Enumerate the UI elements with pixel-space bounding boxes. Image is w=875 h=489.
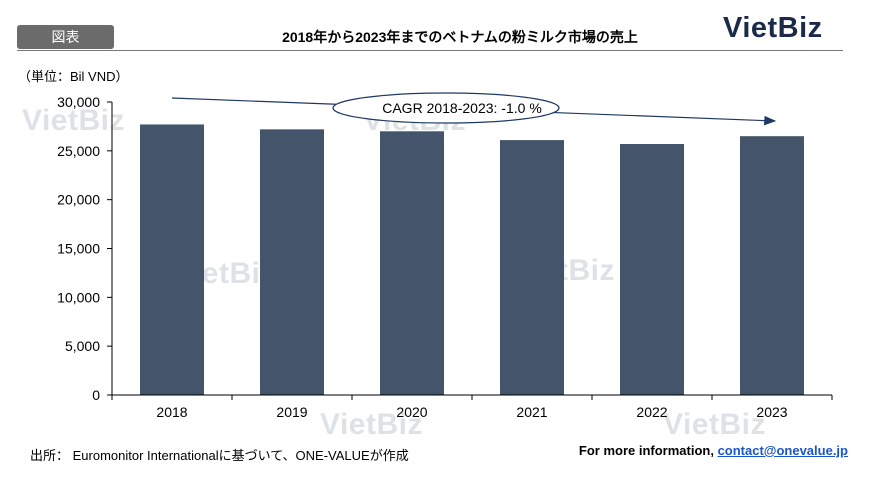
y-tick-label: 20,000 bbox=[57, 192, 100, 208]
y-tick-label: 15,000 bbox=[57, 241, 100, 257]
bar bbox=[500, 140, 564, 395]
bar bbox=[620, 143, 684, 395]
x-tick-label: 2023 bbox=[756, 404, 787, 420]
y-tick-label: 5,000 bbox=[65, 338, 100, 354]
y-tick-label: 30,000 bbox=[57, 94, 100, 110]
bar bbox=[260, 129, 324, 395]
cagr-ellipse bbox=[332, 92, 560, 124]
contact-email-link[interactable]: contact@onevalue.jp bbox=[717, 443, 848, 458]
figure-tag: 図表 bbox=[17, 25, 114, 49]
bar bbox=[380, 131, 444, 396]
source-note: 出所： Euromonitor Internationalに基づいて、ONE-V… bbox=[30, 448, 409, 463]
y-tick-label: 25,000 bbox=[57, 143, 100, 159]
x-tick-label: 2019 bbox=[276, 404, 307, 420]
bar bbox=[140, 124, 204, 396]
x-tick-label: 2018 bbox=[156, 404, 187, 420]
contact-info: For more information, contact@onevalue.j… bbox=[579, 443, 848, 458]
x-tick-label: 2022 bbox=[636, 404, 667, 420]
contact-prefix: For more information, bbox=[578, 443, 718, 458]
bar bbox=[740, 136, 804, 395]
header-divider bbox=[17, 50, 843, 51]
unit-label: （単位：Bil VND） bbox=[18, 69, 129, 84]
page-title: 2018年から2023年までのベトナムの粉ミルク市場の売上 bbox=[282, 29, 638, 45]
vietbiz-logo: VietBiz bbox=[723, 12, 823, 44]
y-tick-label: 10,000 bbox=[57, 289, 100, 305]
x-tick-label: 2020 bbox=[396, 404, 427, 420]
x-tick-label: 2021 bbox=[516, 404, 547, 420]
cagr-annotation: CAGR 2018-2023: -1.0 % bbox=[382, 100, 542, 116]
y-tick-label: 0 bbox=[92, 387, 100, 403]
